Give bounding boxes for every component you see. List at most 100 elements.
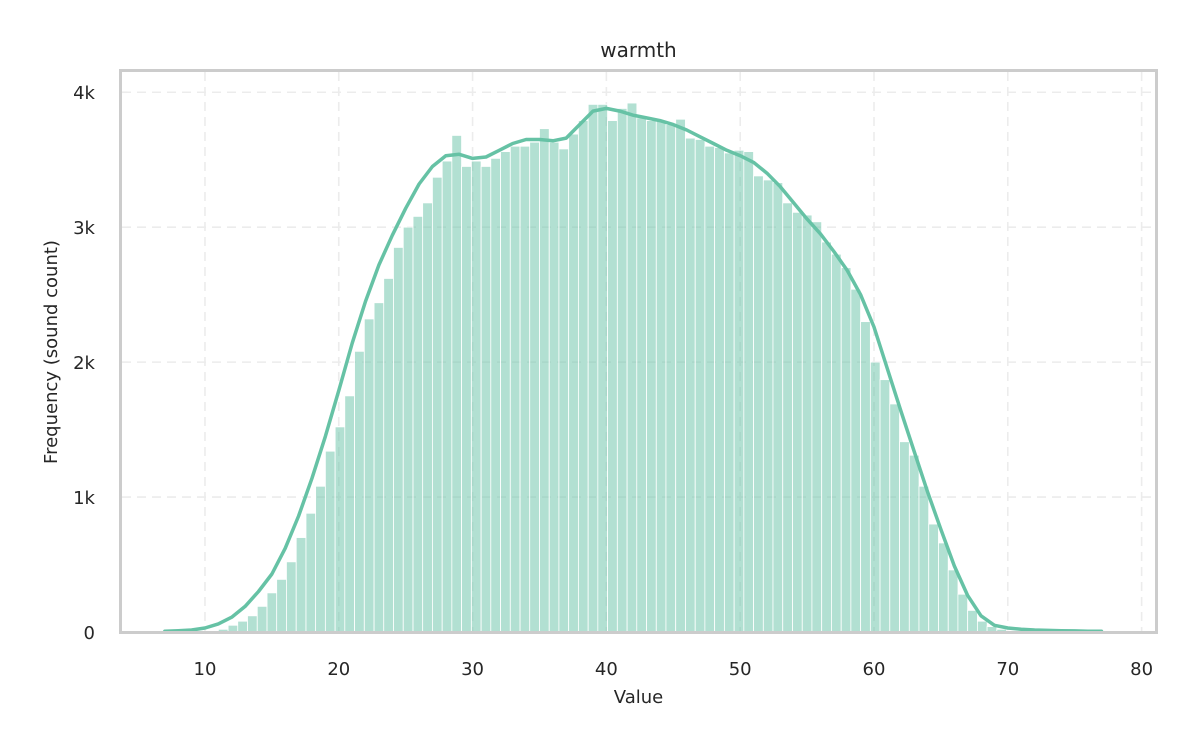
histogram-bar (899, 441, 910, 633)
x-tick-label: 40 (595, 659, 618, 680)
histogram-bar (646, 120, 657, 633)
histogram-bar (801, 214, 813, 633)
histogram-bar (256, 605, 268, 633)
histogram-bar (529, 141, 540, 633)
y-tick-label: 0 (84, 623, 95, 644)
histogram-bar (568, 133, 579, 633)
bars-layer (217, 102, 1017, 633)
histogram-bar (432, 176, 443, 633)
histogram-bar (879, 379, 891, 633)
x-tick-labels: 10 20 30 40 50 60 70 80 (194, 659, 1154, 680)
histogram-bar (383, 278, 394, 633)
histogram-bar (412, 215, 424, 633)
histogram-bar (626, 102, 638, 633)
histogram-bar (665, 124, 677, 633)
histogram-bar (967, 610, 978, 633)
histogram-bar (324, 450, 336, 633)
histogram-bar (821, 241, 832, 633)
histogram-bar (441, 160, 453, 633)
histogram-bar (908, 454, 920, 633)
histogram-bar (743, 151, 754, 633)
histogram-bar (772, 182, 784, 633)
histogram-bar (578, 120, 589, 633)
histogram-bar (957, 593, 969, 633)
histogram-bar (607, 120, 618, 633)
histogram-bar (977, 620, 988, 633)
histogram-bar (363, 318, 375, 633)
histogram-bar (733, 149, 745, 633)
histogram-bar (714, 147, 725, 633)
histogram-bar (286, 561, 297, 633)
histogram-bar (947, 569, 959, 633)
histogram-bar (402, 226, 414, 633)
histogram-bar (685, 137, 696, 633)
histogram-bar (928, 523, 939, 633)
histogram-bar (500, 151, 511, 633)
x-tick-label: 60 (863, 659, 886, 680)
histogram-bar (792, 211, 803, 633)
histogram-bar (276, 578, 287, 633)
chart-title: warmth (600, 38, 676, 62)
x-axis-label: Value (614, 687, 663, 708)
histogram-bar (266, 592, 278, 633)
y-tick-label: 3k (73, 218, 95, 239)
histogram-bar (860, 321, 871, 633)
histogram-bar (597, 103, 608, 633)
y-tick-labels: 0 1k 2k 3k 4k (73, 83, 95, 644)
histogram-bar (490, 157, 501, 633)
kde-curve (163, 106, 1104, 634)
histogram-bar (840, 267, 852, 633)
x-tick-label: 10 (194, 659, 217, 680)
histogram-bar (344, 395, 355, 633)
histogram-bar (393, 247, 404, 633)
histogram-bar (247, 615, 258, 633)
histogram-bar (704, 145, 715, 633)
histogram-bar (334, 426, 346, 633)
histogram-bar (461, 166, 472, 633)
x-tick-label: 20 (327, 659, 350, 680)
histogram-bar (655, 120, 667, 633)
histogram-bar (295, 537, 307, 633)
kde-layer (163, 106, 1104, 634)
histogram-bar (762, 179, 774, 633)
histogram-bar (548, 141, 560, 633)
histogram-bar (237, 620, 248, 633)
histogram-bar (636, 117, 647, 633)
histogram-bar (918, 485, 930, 633)
histogram-bar (539, 128, 550, 633)
histogram-bar (694, 139, 706, 633)
histogram-bar (782, 202, 793, 633)
histogram-bar (938, 542, 949, 633)
histogram-bar (675, 118, 686, 633)
histogram-bar (889, 403, 900, 633)
y-axis-label: Frequency (sound count) (41, 240, 62, 464)
histogram-bar (373, 302, 385, 633)
histogram-bar (831, 253, 842, 633)
histogram-bar (480, 166, 492, 633)
histogram-bar (519, 145, 531, 633)
histogram-bar (509, 145, 521, 633)
x-tick-label: 70 (996, 659, 1019, 680)
histogram-bar (354, 350, 365, 633)
histogram-bar (724, 152, 735, 633)
x-tick-label: 80 (1130, 659, 1153, 680)
histogram-bar (451, 135, 462, 633)
histogram-bar (470, 160, 482, 633)
histogram-bar (587, 103, 599, 633)
y-tick-label: 4k (73, 83, 95, 104)
histogram-bar (315, 485, 326, 633)
histogram-bar (753, 175, 764, 633)
histogram-bar (869, 361, 881, 633)
plot-frame (119, 69, 1158, 634)
histogram-bar (811, 221, 823, 633)
x-tick-label: 50 (729, 659, 752, 680)
histogram-bar (305, 512, 317, 633)
histogram-bar (616, 108, 628, 633)
x-tick-label: 30 (461, 659, 484, 680)
histogram-bar (850, 288, 861, 633)
y-tick-label: 1k (73, 488, 95, 509)
histogram-bar (558, 148, 570, 633)
y-tick-label: 2k (73, 353, 95, 374)
histogram-bar (422, 202, 433, 633)
